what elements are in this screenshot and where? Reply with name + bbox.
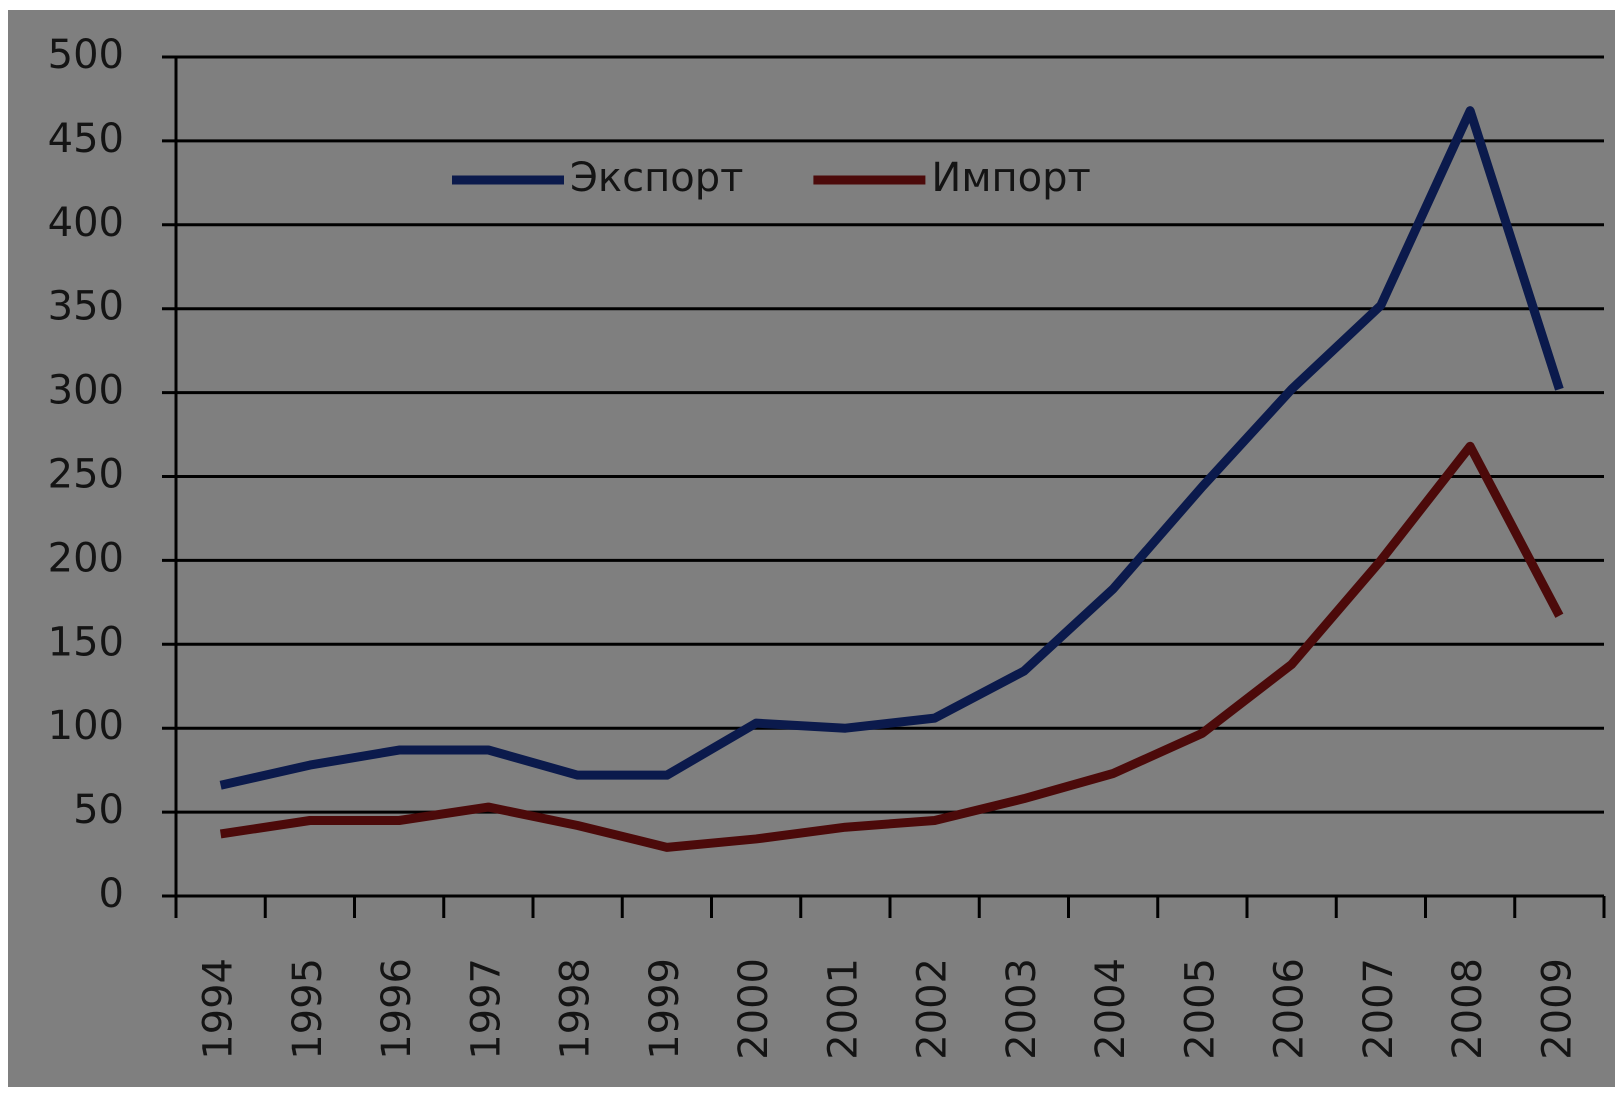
x-tick-label: 2003: [999, 958, 1045, 1060]
x-tick-label: 1996: [374, 958, 420, 1060]
y-tick-label: 350: [48, 284, 124, 330]
y-tick-label: 300: [48, 368, 124, 414]
x-tick-label: 2001: [820, 958, 866, 1060]
y-tick-label: 250: [48, 452, 124, 498]
y-tick-label: 200: [48, 535, 124, 581]
line-series: [219, 441, 1564, 852]
y-tick-label: 0: [99, 871, 124, 917]
line-series: [219, 106, 1564, 790]
x-tick-label: 2005: [1177, 958, 1223, 1060]
x-tick-label: 2000: [731, 958, 777, 1060]
y-tick-label: 150: [48, 619, 124, 665]
x-tick-label: 2006: [1267, 958, 1313, 1060]
x-tick-label: 2002: [910, 958, 956, 1060]
x-tick-label: 1998: [553, 958, 599, 1060]
legend-label: Экспорт: [570, 155, 743, 201]
x-tick-label: 2007: [1356, 958, 1402, 1060]
x-tick-label: 2004: [1088, 958, 1134, 1060]
y-tick-label: 450: [48, 116, 124, 162]
chart-background: [8, 10, 1615, 1087]
y-tick-label: 500: [48, 32, 124, 78]
x-tick-label: 1999: [642, 958, 688, 1060]
x-tick-label: 2009: [1534, 958, 1580, 1060]
y-tick-label: 100: [48, 703, 124, 749]
x-tick-label: 1997: [463, 958, 509, 1060]
x-tick-label: 1994: [196, 958, 242, 1060]
legend-label: Импорт: [931, 155, 1090, 201]
y-tick-label: 400: [48, 200, 124, 246]
legend: Экспорт Импорт: [452, 155, 1091, 201]
x-tick-label: 2008: [1445, 958, 1491, 1060]
y-tick-label: 50: [73, 787, 124, 833]
x-tick-label: 1995: [285, 958, 331, 1060]
